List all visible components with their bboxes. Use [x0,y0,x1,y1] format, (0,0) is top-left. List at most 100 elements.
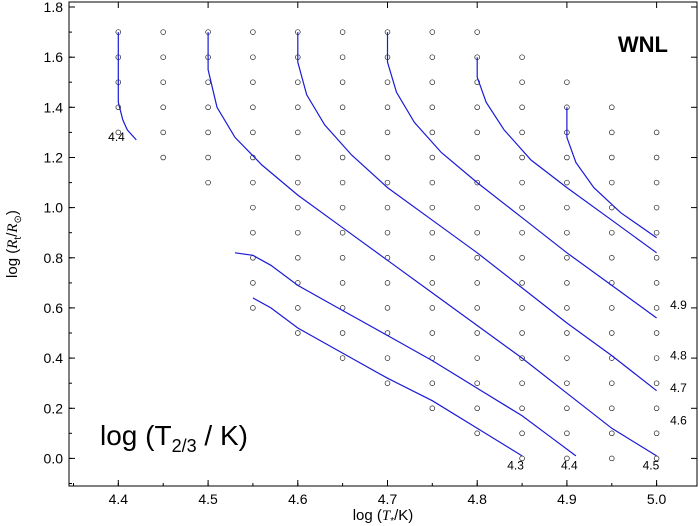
model-grid-point [474,255,480,261]
model-grid-point [564,405,570,412]
y-tick-label: 1.6 [44,49,64,65]
y-tick-label: 0.6 [44,300,64,316]
model-grid-point [474,104,480,111]
y-tick-label: 0.0 [44,450,64,466]
model-grid-point [653,455,660,462]
model-grid-point [429,380,436,386]
contour-label: 4.3 [507,459,524,473]
model-grid-point [564,355,570,361]
model-grid-point [160,79,166,85]
model-grid-point [519,355,525,361]
model-grid-point [519,54,525,60]
model-grid-point [519,405,525,412]
model-grid-point [609,179,615,186]
contour-line [117,32,137,141]
model-grid-point [609,255,615,261]
model-grid-point [653,380,660,386]
contour-label: 4.5 [643,459,660,473]
model-grid-point [519,79,525,85]
model-grid-point [564,154,570,161]
model-grid-point [474,229,480,236]
y-axis-title: log (Rt/R⊙) [4,210,24,278]
plot-frame [68,1,698,487]
model-grid-point [564,280,570,286]
model-grid-point [339,255,346,261]
model-grid-point [160,154,166,161]
y-tick-label: 1.8 [44,0,64,15]
contour-label: 4.8 [670,348,687,362]
model-grid-point [474,29,480,35]
model-grid-point [339,79,346,85]
model-grid-point [653,204,660,211]
x-tick-label: 4.8 [467,491,487,507]
model-grid-point [564,330,570,336]
x-tick-label: 4.4 [109,491,129,507]
y-tick-label: 0.4 [44,350,64,366]
model-grid-point [339,154,346,161]
contour-line [207,32,657,457]
model-grid-point [653,154,660,161]
model-grid-point [295,129,301,136]
model-grid-point [519,280,525,286]
model-grid-point [250,29,256,35]
model-grid-point [474,405,480,412]
model-grid-point [160,104,166,111]
model-grid-point [160,129,166,136]
model-grid-point [564,255,570,261]
model-grid-point [295,305,301,311]
model-grid-point [519,255,525,261]
contour-line [252,297,523,457]
model-grid-point [474,305,480,311]
model-grid-point [295,79,301,85]
model-grid-point [474,179,480,186]
x-axis-title: log (T*/K) [353,507,414,526]
model-grid-point [609,430,615,437]
y-tick-label: 1.0 [44,200,64,216]
model-grid-point [429,280,436,286]
model-grid-point [384,79,391,85]
model-grid-point [609,154,615,161]
model-grid-point [429,405,436,412]
model-grid-point [384,129,391,136]
model-grid-point [384,104,391,111]
model-grid-point [339,204,346,211]
panel-annotation: log (T2/3 / K) [100,420,248,456]
model-grid-point [653,255,660,261]
model-grid-point [564,380,570,386]
model-grid-point [384,154,391,161]
model-grid-point [653,405,660,412]
axis-ticks: 4.4 4.5 4.6 4.7 4.8 4.9 5.0 0.0 0.2 0.4 0.6 0.8 1.0 1… [44,0,697,507]
model-grid-point [653,305,660,311]
model-grid-point [429,330,436,336]
model-grid-point [474,430,480,437]
model-grid-point [609,380,615,386]
x-tick-label: 4.7 [378,491,398,507]
model-grid-point [295,154,301,161]
model-grid-point [384,229,391,236]
model-grid-point [384,280,391,286]
model-grid-point [295,330,301,336]
model-grid-point [115,129,122,136]
model-grid-point [295,104,301,111]
model-grid-point [519,129,525,136]
model-grid-point [250,204,256,211]
y-tick-label: 0.8 [44,250,64,266]
model-grid-point [384,355,391,361]
y-tick-label: 1.4 [44,99,64,115]
model-grid-point [250,104,256,111]
model-grid-point [609,129,615,136]
x-tick-label: 4.5 [198,491,218,507]
y-tick-label: 1.2 [44,150,64,166]
model-grid-point [609,305,615,311]
contour-label: 4.4 [108,130,125,144]
model-grid-point [384,305,391,311]
model-grid-point [474,355,480,361]
model-grid-point [609,104,615,111]
model-grid-point [653,179,660,186]
model-grid-point [339,29,346,35]
model-grid-point [384,204,391,211]
model-grid-point [429,305,436,311]
contour-line [234,252,577,457]
model-grid-point [519,154,525,161]
